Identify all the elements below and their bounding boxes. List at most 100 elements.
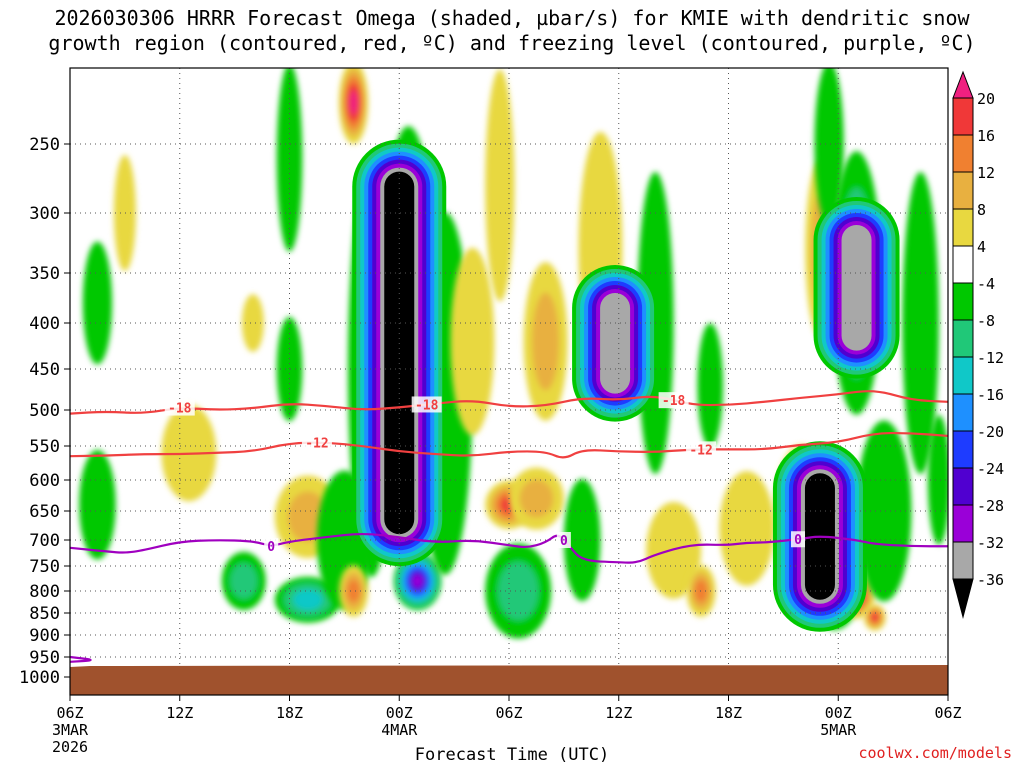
omega-cell: [274, 576, 341, 623]
colorbar-swatch: [952, 208, 974, 247]
colorbar-label: -28: [977, 497, 1004, 515]
y-tick-label: 500: [29, 401, 60, 421]
terrain-surface: [70, 665, 948, 695]
omega-core-level: [600, 293, 631, 394]
omega-cell-level: [79, 450, 116, 560]
colorbar-label: 20: [977, 90, 995, 108]
omega-cell: [241, 294, 264, 352]
contour-label-bg: [556, 532, 571, 548]
omega-core-level: [384, 171, 415, 535]
colorbar-swatch: [952, 541, 974, 580]
colorbar-label: 4: [977, 238, 986, 256]
omega-cell: [276, 68, 303, 252]
pressure-axis: 2503003504004505005506006507007508008509…: [19, 135, 70, 688]
omega-cell-level: [485, 69, 515, 302]
omega-cell-level: [230, 563, 258, 599]
x-tick-year: 2026: [52, 738, 88, 756]
colorbar-swatch: [952, 282, 974, 321]
x-axis-title: Forecast Time (UTC): [414, 745, 610, 765]
omega-cell: [863, 604, 886, 631]
colorbar-swatch: [952, 319, 974, 358]
contour-label-bg: [658, 392, 689, 409]
omega-cell: [697, 323, 724, 448]
freezing-level-0-line: [70, 532, 948, 564]
omega-cell: [485, 543, 552, 639]
omega-cell-level: [293, 589, 323, 610]
contour-label: -18: [415, 398, 439, 413]
omega-cell-level: [113, 154, 136, 272]
terrain-layer: [70, 665, 948, 695]
credit-text: coolwx.com/models: [858, 744, 1012, 762]
omega-cell-level: [519, 479, 554, 518]
chart-title-line1: 2026030306 HRRR Forecast Omega (shaded, …: [54, 6, 970, 30]
contour-label-bg: [264, 538, 279, 555]
contour-label: 0: [267, 540, 275, 555]
dendritic-minus18-line: [70, 390, 948, 415]
contour-label-bg: [164, 399, 195, 416]
omega-cell-level: [814, 68, 844, 226]
omega-cell: [814, 68, 844, 226]
omega-cell-level: [349, 90, 358, 115]
omega-cell-level: [856, 420, 912, 602]
omega-cell-level: [82, 241, 113, 365]
omega-cell: [485, 69, 515, 302]
y-tick-label: 700: [29, 531, 60, 551]
x-tick-label: 06Z: [934, 704, 961, 722]
colorbar-label: -20: [977, 423, 1004, 441]
temperature-contours: -18 -18 -18 -12 -12 0 0 0: [70, 390, 948, 663]
colorbar-label: -16: [977, 386, 1004, 404]
x-tick-label: 12Z: [605, 704, 632, 722]
freezing-level-surface-line: [70, 655, 92, 663]
colorbar-label: -8: [977, 312, 995, 330]
x-tick-label: 12Z: [166, 704, 193, 722]
y-tick-label: 850: [29, 604, 60, 624]
omega-cell-level: [563, 478, 601, 602]
omega-cell-level: [871, 612, 879, 622]
omega-cell: [856, 420, 912, 602]
colorbar-swatch: [952, 467, 974, 506]
omega-cell-level: [347, 579, 361, 603]
y-tick-label: 650: [29, 502, 60, 522]
omega-core: [572, 265, 659, 422]
y-tick-label: 600: [29, 471, 60, 491]
omega-cell-level: [927, 415, 948, 545]
omega-cell: [338, 68, 369, 144]
omega-cell: [79, 450, 116, 560]
omega-cell-level: [532, 292, 560, 391]
omega-core: [813, 197, 900, 379]
x-tick-date: 3MAR: [52, 721, 89, 739]
y-tick-label: 250: [29, 135, 60, 155]
omega-cell-level: [241, 294, 264, 352]
omega-cell: [450, 247, 495, 436]
omega-cell: [686, 565, 716, 617]
colorbar-label: -12: [977, 349, 1004, 367]
x-tick-label: 00Z: [386, 704, 413, 722]
omega-cell: [82, 241, 113, 365]
colorbar-swatch: [952, 393, 974, 432]
y-tick-label: 1000: [19, 668, 60, 688]
colorbar-swatch: [952, 356, 974, 395]
x-tick-date: 5MAR: [820, 721, 857, 739]
contour-label-bg: [686, 441, 717, 458]
y-tick-label: 400: [29, 314, 60, 334]
omega-shading: [79, 68, 948, 639]
colorbar-label: 8: [977, 201, 986, 219]
omega-cell: [221, 551, 266, 611]
colorbar-label: 12: [977, 164, 995, 182]
omega-cell-level: [412, 574, 423, 588]
contour-label: -18: [662, 394, 686, 409]
y-tick-label: 750: [29, 557, 60, 577]
omega-cell: [563, 478, 601, 602]
dendritic-minus12-line: [70, 431, 948, 459]
contour-label: -18: [168, 402, 192, 417]
omega-cell: [719, 471, 775, 586]
omega-cell: [338, 565, 369, 617]
omega-core-level: [841, 225, 872, 351]
y-tick-label: 550: [29, 437, 60, 457]
y-tick-label: 300: [29, 204, 60, 224]
omega-cell-level: [497, 561, 539, 621]
x-tick-label: 18Z: [276, 704, 303, 722]
colorbar-swatch: [952, 70, 974, 99]
omega-colorbar: 20 16 12 8 4 -4 -8 -12 -16 -20 -24 -28 -32 -36: [952, 70, 1004, 619]
